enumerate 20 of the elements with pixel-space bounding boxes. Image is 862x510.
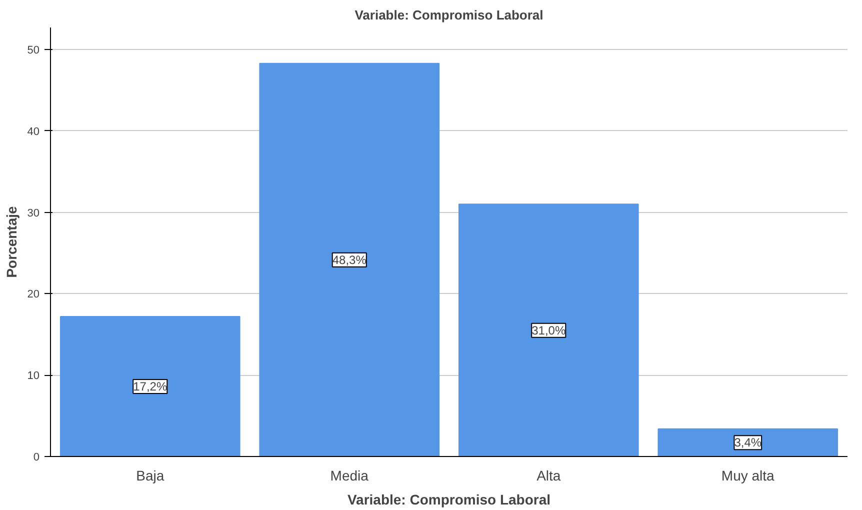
y-axis-title: Porcentaje bbox=[3, 206, 20, 278]
y-tick-label: 50 bbox=[27, 44, 40, 56]
chart-title: Variable: Compromiso Laboral bbox=[354, 8, 544, 22]
x-tick-label: Alta bbox=[536, 468, 561, 484]
x-tick-label: Media bbox=[330, 468, 369, 484]
x-axis-title: Variable: Compromiso Laboral bbox=[347, 492, 551, 508]
x-tick-label: Muy alta bbox=[721, 468, 775, 484]
bar bbox=[658, 428, 838, 456]
data-label: 31,0% bbox=[532, 323, 566, 338]
data-label: 48,3% bbox=[332, 252, 367, 267]
bar bbox=[458, 204, 639, 456]
bar bbox=[60, 316, 240, 456]
y-tick-label: 30 bbox=[27, 207, 40, 220]
y-tick-label: 40 bbox=[27, 126, 40, 138]
bar bbox=[259, 62, 440, 456]
x-tick-label: Baja bbox=[136, 468, 164, 484]
data-label: 17,2% bbox=[133, 379, 168, 394]
y-tick-label: 20 bbox=[27, 288, 40, 301]
y-tick-label: 0 bbox=[33, 452, 40, 464]
y-tick-label: 10 bbox=[27, 370, 40, 382]
